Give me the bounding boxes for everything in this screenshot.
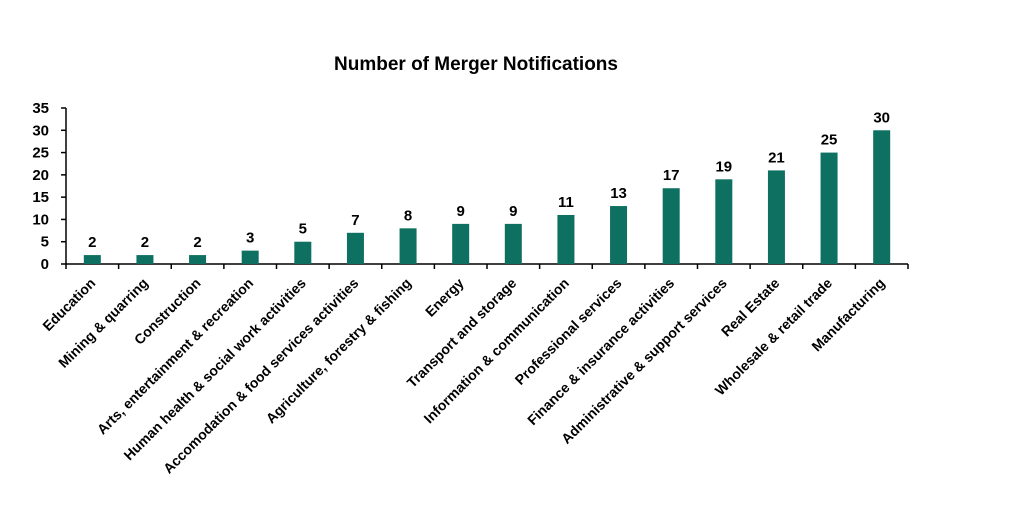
y-tick-label: 25 [32,145,49,162]
bar [715,179,733,264]
data-label: 9 [509,203,517,220]
category-label: Professional services [512,275,625,388]
y-tick-label: 5 [41,234,49,251]
y-tick-label: 20 [32,167,49,184]
bar [504,223,522,264]
bar [873,130,891,264]
category-label: Human health & social work activities [120,275,309,464]
x-axis [65,263,909,269]
data-label: 2 [193,234,201,251]
bar [452,223,470,264]
bar [767,170,785,264]
y-axis: 0 5 10 15 20 25 30 35 [32,100,67,273]
chart-title: Number of Merger Notifications [334,54,618,75]
data-label: 9 [457,203,465,220]
data-label: 19 [715,158,732,175]
data-label: 21 [768,149,785,166]
data-label: 7 [351,212,359,229]
bar [83,255,101,264]
data-labels: 2 2 2 3 5 7 8 9 9 11 13 17 19 21 25 30 [88,109,890,251]
bar [136,255,154,264]
y-tick-label: 30 [32,122,49,139]
y-tick-label: 35 [32,100,49,117]
bar [346,232,364,264]
bars [83,130,891,264]
category-label: Energy [422,275,467,320]
bar [662,188,680,264]
category-label: Mining & quarring [55,275,151,371]
data-label: 25 [821,132,838,149]
data-label: 17 [663,167,680,184]
bar [820,152,838,264]
y-tick-label: 10 [32,211,49,228]
data-label: 2 [141,234,149,251]
data-label: 8 [404,207,412,224]
category-label: Accomodation & food services activities [160,275,362,477]
bar [399,228,417,264]
data-label: 11 [558,194,574,211]
bar [557,214,575,264]
data-label: 2 [88,234,96,251]
data-label: 30 [873,109,890,126]
bar [294,241,312,264]
y-tick-label: 0 [41,256,49,273]
data-label: 5 [299,221,307,238]
bar [189,255,207,264]
bar [241,250,259,264]
data-label: 13 [610,185,627,202]
y-tick-label: 15 [32,189,49,206]
data-label: 3 [246,230,254,247]
bar [610,206,628,264]
